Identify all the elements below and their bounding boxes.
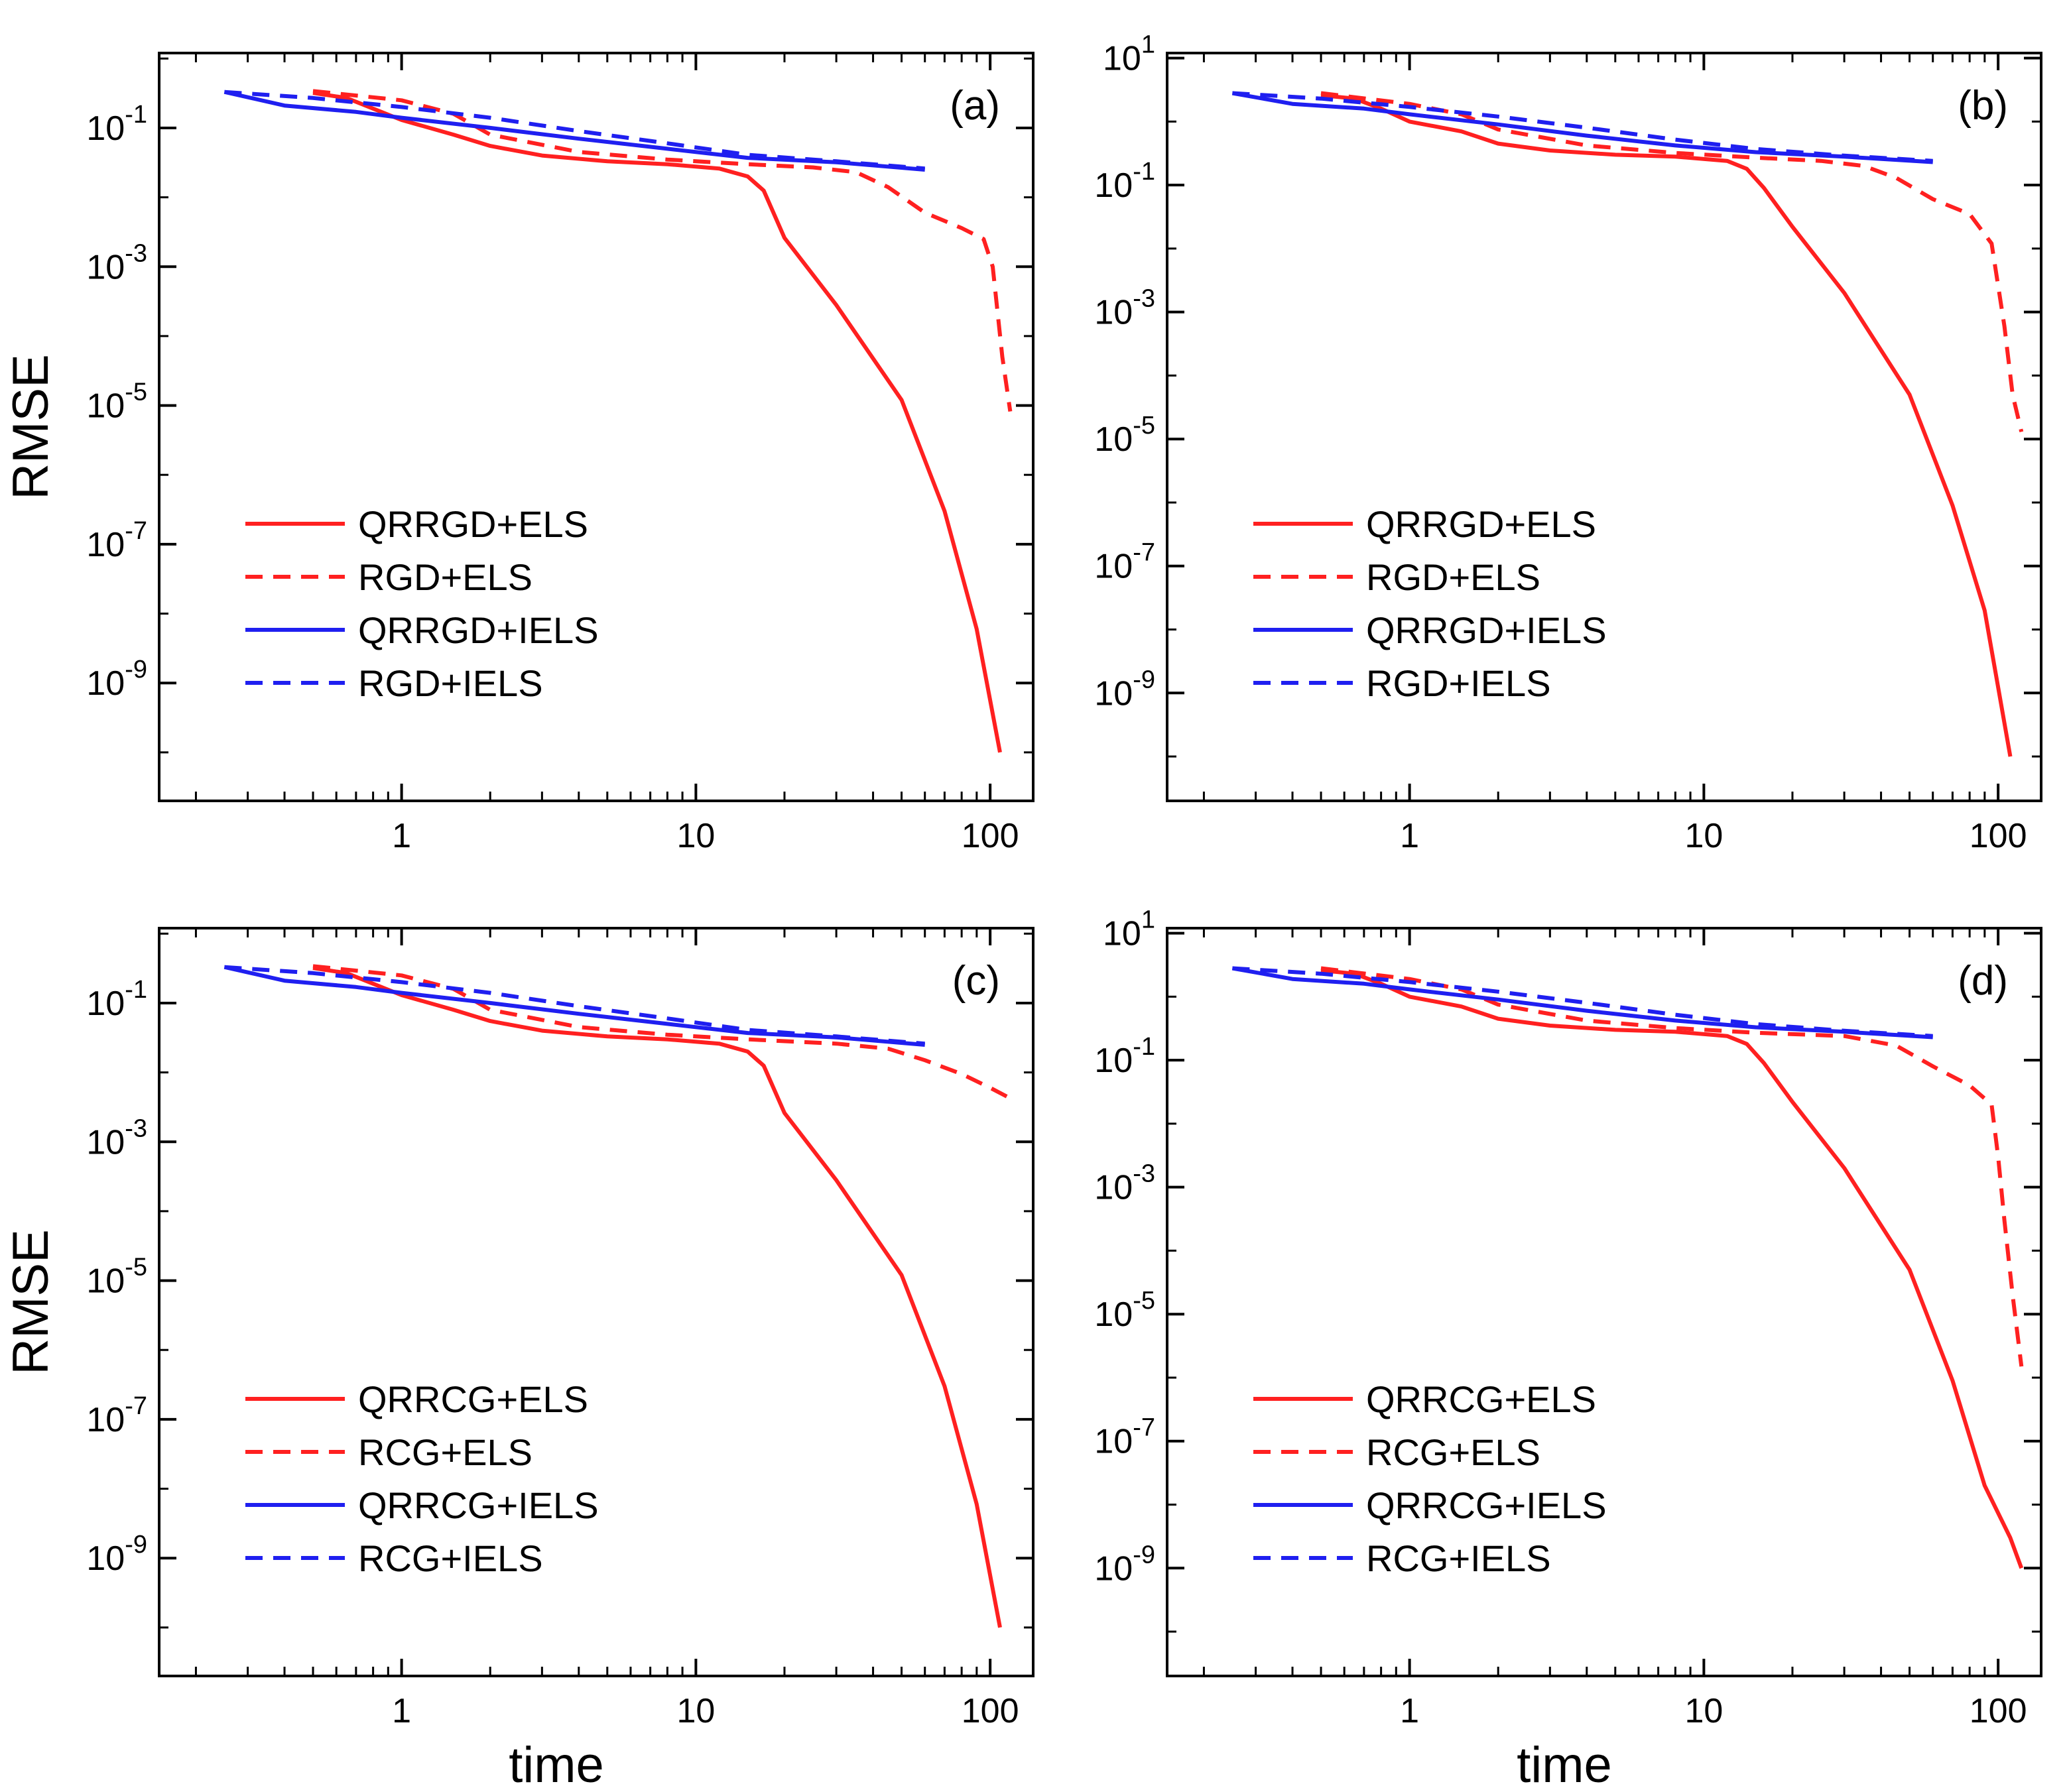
x-axis-title: time <box>1517 1737 1612 1792</box>
x-tick-label: 10 <box>676 817 715 855</box>
panel-label: (a) <box>950 83 1000 129</box>
series-line-rcg-iels <box>224 965 925 1046</box>
panel-d: 1 10 100 101 10-1 10-3 10-5 10-7 10-9 QRRCG+ELS RC… <box>1094 906 2042 1792</box>
y-tick-label: 10-1 <box>1094 1033 1155 1080</box>
series-line-qrrcg-els <box>1320 968 2024 1569</box>
panel-a: 1 10 100 10-1 10-3 10-5 10-7 10-9 QRRGD+ELS RGD+E… <box>3 52 1034 855</box>
y-tick-label: 10-9 <box>86 656 147 703</box>
legend-label: QRRCG+ELS <box>358 1378 588 1420</box>
y-tick-label: 10-3 <box>86 1114 147 1162</box>
legend-label: RCG+ELS <box>1366 1431 1540 1473</box>
y-tick-label: 10-7 <box>1094 1414 1155 1461</box>
x-tick-label: 10 <box>1684 817 1723 855</box>
y-tick-label: 10-1 <box>86 101 147 148</box>
x-axis-title: time <box>509 1737 604 1792</box>
plot-frame <box>1166 52 2042 802</box>
y-tick-label: 10-5 <box>1094 412 1155 459</box>
series-line-rcg-els <box>312 964 1015 1102</box>
series-line-rgd-iels <box>224 90 925 171</box>
legend-label: QRRGD+IELS <box>358 609 599 651</box>
x-tick-label: 100 <box>1970 817 2027 855</box>
y-tick-label: 10-1 <box>1094 158 1155 205</box>
panel-b: 1 10 100 101 10-1 10-3 10-5 10-7 10-9 QRRGD+ELS RG… <box>1094 31 2042 855</box>
y-tick-label: 10-7 <box>1094 539 1155 586</box>
legend-label: QRRCG+IELS <box>1366 1484 1607 1526</box>
y-tick-label: 10-1 <box>86 976 147 1023</box>
y-tick-label: 10-9 <box>1094 666 1155 713</box>
legend-label: RGD+IELS <box>1366 662 1551 704</box>
x-tick-label: 1 <box>392 1692 411 1730</box>
y-tick-label: 10-7 <box>86 517 147 564</box>
legend-label: QRRCG+IELS <box>358 1484 599 1526</box>
legend-label: QRRCG+ELS <box>1366 1378 1596 1420</box>
series-line-qrrcg-iels <box>1231 966 1933 1040</box>
legend-label: RCG+IELS <box>1366 1537 1551 1579</box>
y-tick-label: 101 <box>1103 31 1155 78</box>
y-axis-title: RMSE <box>3 1229 59 1375</box>
y-tick-label: 10-9 <box>86 1531 147 1578</box>
panel-label: (c) <box>952 958 1000 1004</box>
y-tick-label: 10-5 <box>86 1254 147 1301</box>
legend-label: RCG+ELS <box>358 1431 532 1473</box>
series-line-rgd-iels <box>1232 91 1933 163</box>
series-line-qrrgd-iels <box>1231 91 1933 164</box>
y-tick-label: 10-3 <box>1094 1160 1155 1207</box>
legend-label: RGD+ELS <box>1366 556 1540 598</box>
x-tick-label: 10 <box>676 1692 715 1730</box>
legend-label: RGD+IELS <box>358 662 543 704</box>
y-tick-label: 10-9 <box>1094 1541 1155 1588</box>
panel-label: (b) <box>1958 83 2008 129</box>
x-tick-label: 100 <box>962 817 1019 855</box>
series-line-qrrgd-els <box>1320 93 2013 757</box>
x-tick-label: 1 <box>392 817 411 855</box>
plot-frame <box>158 52 1034 802</box>
legend-label: QRRGD+ELS <box>358 503 588 545</box>
y-tick-label: 101 <box>1103 906 1155 953</box>
panel-label: (d) <box>1958 958 2008 1004</box>
panel-c: 1 10 100 10-1 10-3 10-5 10-7 10-9 QRRCG+ELS RCG+E… <box>3 927 1034 1792</box>
x-tick-label: 1 <box>1400 817 1419 855</box>
y-tick-label: 10-3 <box>86 239 147 286</box>
series-line-rcg-els <box>1320 966 2024 1367</box>
legend-label: QRRGD+ELS <box>1366 503 1596 545</box>
y-tick-label: 10-5 <box>86 379 147 426</box>
x-tick-label: 100 <box>1970 1692 2027 1730</box>
plot-frame <box>158 927 1034 1677</box>
legend-label: RGD+ELS <box>358 556 532 598</box>
y-tick-label: 10-7 <box>86 1392 147 1439</box>
series-line-qrrcg-els <box>312 966 1002 1628</box>
series-line-rgd-els <box>312 89 1013 412</box>
x-tick-label: 1 <box>1400 1692 1419 1730</box>
y-axis-title: RMSE <box>3 354 59 500</box>
x-tick-label: 100 <box>962 1692 1019 1730</box>
x-tick-label: 10 <box>1684 1692 1723 1730</box>
y-tick-label: 10-5 <box>1094 1287 1155 1334</box>
plot-frame <box>1166 927 2042 1677</box>
legend-label: QRRGD+IELS <box>1366 609 1607 651</box>
legend-label: RCG+IELS <box>358 1537 543 1579</box>
series-line-rcg-iels <box>1232 966 1933 1038</box>
y-tick-label: 10-3 <box>1094 285 1155 332</box>
